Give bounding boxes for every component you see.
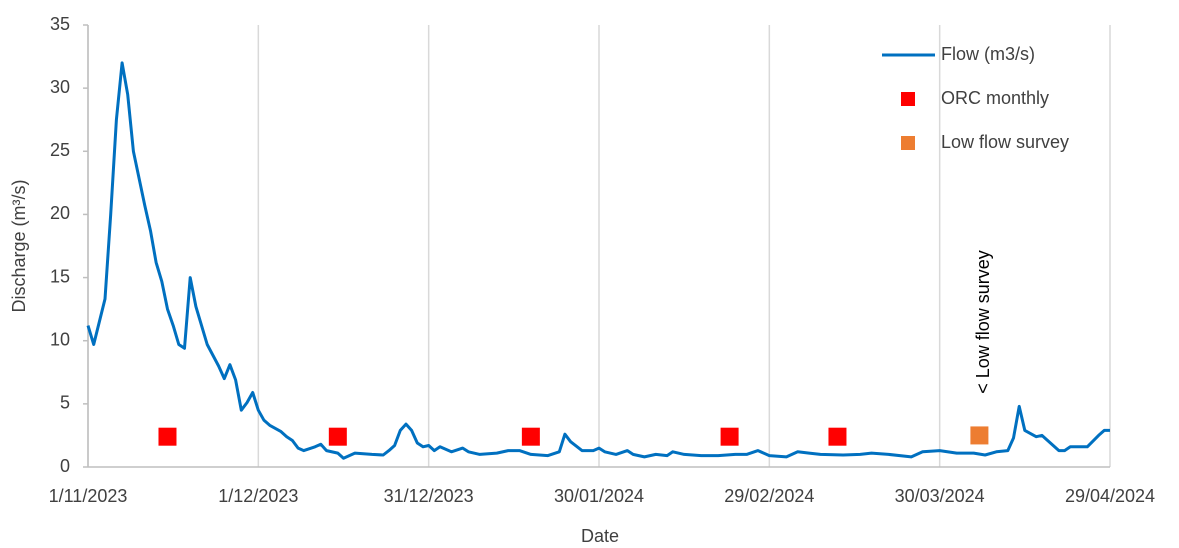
y-tick-label: 20 xyxy=(50,203,70,223)
point xyxy=(828,427,847,446)
x-tick-label: 30/01/2024 xyxy=(554,486,644,506)
legend-label: Low flow survey xyxy=(941,132,1069,152)
y-axis-label: Discharge (m³/s) xyxy=(9,179,29,312)
x-tick-label: 29/04/2024 xyxy=(1065,486,1155,506)
y-tick-label: 35 xyxy=(50,14,70,34)
y-tick-label: 0 xyxy=(60,456,70,476)
flow-line xyxy=(86,61,1110,460)
legend-swatch xyxy=(901,136,915,150)
y-tick-label: 15 xyxy=(50,266,70,286)
x-tick-label: 30/03/2024 xyxy=(895,486,985,506)
x-axis-label: Date xyxy=(581,526,619,546)
legend-label: ORC monthly xyxy=(941,88,1049,108)
y-tick-label: 25 xyxy=(50,140,70,160)
annotation: < Low flow survey xyxy=(973,250,993,394)
point xyxy=(970,426,989,445)
x-tick-label: 1/12/2023 xyxy=(218,486,298,506)
y-tick-label: 5 xyxy=(60,393,70,413)
point xyxy=(158,427,177,446)
y-tick-label: 30 xyxy=(50,77,70,97)
legend-label: Flow (m3/s) xyxy=(941,44,1035,64)
point xyxy=(720,427,739,446)
x-tick-label: 29/02/2024 xyxy=(724,486,814,506)
legend-swatch xyxy=(901,92,915,106)
x-tick-label: 1/11/2023 xyxy=(49,486,128,506)
y-tick-label: 10 xyxy=(50,329,70,349)
legend: Flow (m3/s) ORC monthly Low flow survey xyxy=(882,44,1069,152)
x-tick-label: 31/12/2023 xyxy=(384,486,474,506)
point xyxy=(521,427,540,446)
point xyxy=(328,427,347,446)
